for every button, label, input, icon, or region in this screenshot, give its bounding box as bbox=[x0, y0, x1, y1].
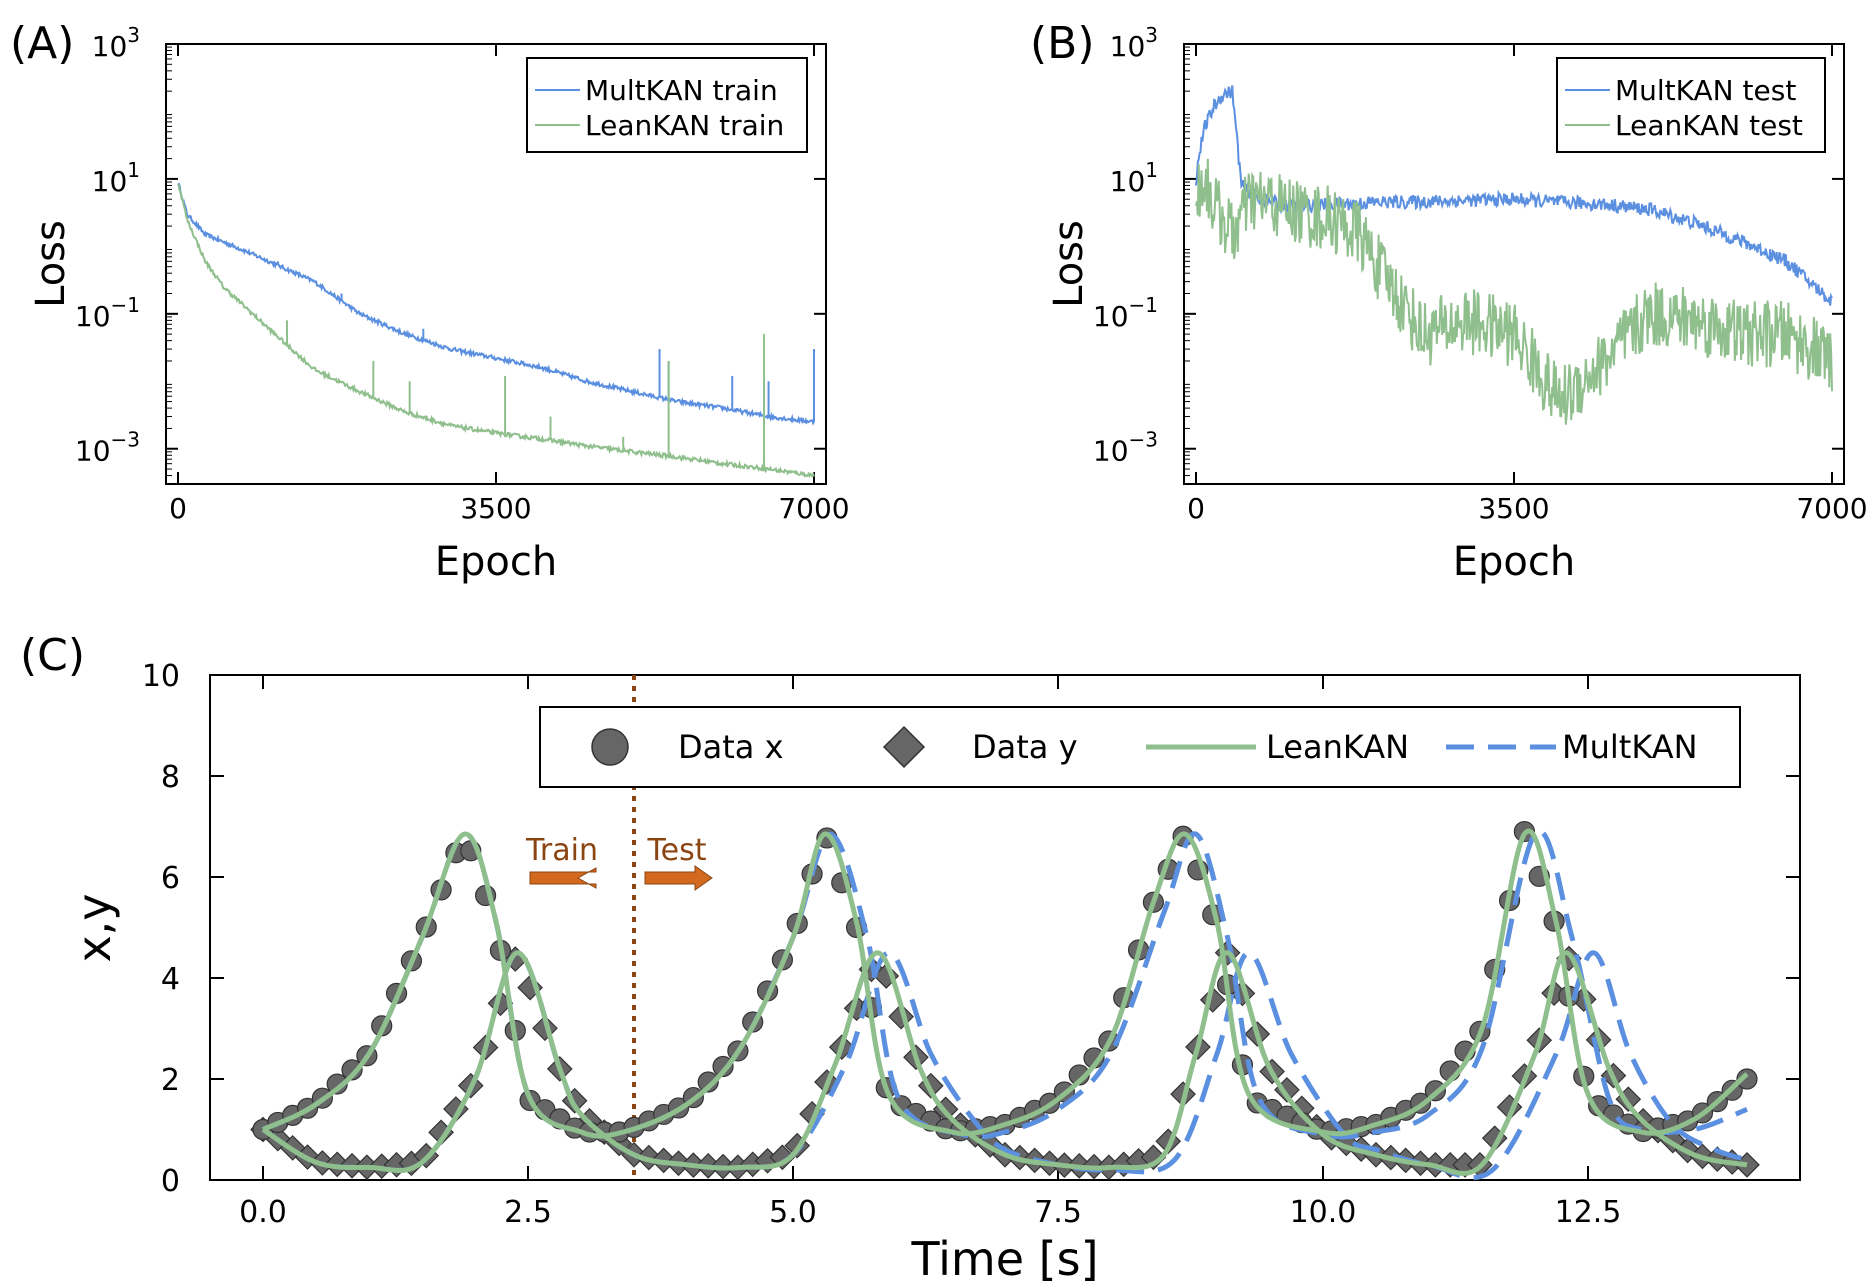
panel-a-ytick-sup: −1 bbox=[111, 293, 140, 317]
panel-b-series bbox=[1195, 85, 1833, 425]
panel-a-ytick-base: 10 bbox=[75, 300, 111, 333]
panel-a-ytick-label: 101 bbox=[92, 158, 140, 198]
panel-c-ytick-label: 10 bbox=[142, 659, 180, 694]
panel-c-ytick-label: 2 bbox=[161, 1063, 180, 1098]
panel-a-ylabel: Loss bbox=[28, 220, 74, 308]
panel-a-series bbox=[177, 182, 815, 479]
panel-b-legend: MultKAN test LeanKAN test bbox=[1556, 57, 1826, 153]
legend-leankan: LeanKAN bbox=[1266, 728, 1409, 766]
panel-b-legend-leankan: LeanKAN test bbox=[1615, 109, 1803, 142]
panel-c-ticks: 0.0 2.5 5.0 7.5 10.0 12.5 0 2 4 6 8 10 bbox=[142, 659, 1800, 1230]
panel-a-ytick-base: 10 bbox=[75, 435, 111, 468]
test-label: Test bbox=[646, 833, 706, 868]
panel-a-ytick-sup: −3 bbox=[111, 428, 140, 452]
test-arrow bbox=[644, 865, 713, 891]
panel-b-ytick-sup: 3 bbox=[1145, 23, 1158, 47]
panel-b-ytick-label: 10−1 bbox=[1093, 293, 1158, 333]
panel-c-xtick-label: 10.0 bbox=[1290, 1195, 1357, 1230]
panel-b-legend-multkan: MultKAN test bbox=[1615, 74, 1796, 107]
data-x-point bbox=[697, 1071, 719, 1093]
legend-data-y-marker bbox=[882, 725, 926, 769]
data-x-point bbox=[1736, 1068, 1758, 1090]
panel-c-ytick-label: 8 bbox=[161, 760, 180, 795]
panel-c-legend: Data x Data y LeanKAN MultKAN bbox=[539, 706, 1741, 788]
panel-c-xtick-label: 0.0 bbox=[239, 1195, 287, 1230]
panel-c-xtick-label: 12.5 bbox=[1555, 1195, 1622, 1230]
panel-b-ytick-base: 10 bbox=[1110, 165, 1146, 198]
panel-b-ytick-sup: −3 bbox=[1129, 428, 1158, 452]
legend-multkan: MultKAN bbox=[1562, 728, 1698, 766]
panel-c-ytick-label: 6 bbox=[161, 861, 180, 896]
panel-b-xtick-label: 0 bbox=[1187, 492, 1205, 525]
panel-a-ytick-sup: 3 bbox=[127, 23, 140, 47]
panel-c-ylabel: x,y bbox=[67, 893, 121, 962]
data-y-point bbox=[1140, 1144, 1167, 1171]
panel-c-ytick-label: 4 bbox=[161, 962, 180, 997]
panel-a-xlabel: Epoch bbox=[435, 539, 557, 585]
train-arrow bbox=[529, 867, 597, 889]
panel-c-xlabel: Time [s] bbox=[910, 1232, 1098, 1286]
panel-a-ytick-base: 10 bbox=[92, 30, 128, 63]
panel-b-ytick-label: 101 bbox=[1110, 158, 1158, 198]
panel-a-legend-leankan: LeanKAN train bbox=[585, 109, 784, 142]
panel-b-ytick-label: 103 bbox=[1110, 23, 1158, 63]
panel-b-ylabel: Loss bbox=[1046, 220, 1092, 308]
panel-a-line-leankan bbox=[177, 183, 815, 479]
legend-data-x: Data x bbox=[678, 728, 784, 766]
panel-a-ytick-label: 10−3 bbox=[75, 428, 140, 468]
panel-b-legend-box bbox=[1556, 57, 1826, 153]
panel-c-chart: 0.0 2.5 5.0 7.5 10.0 12.5 0 2 4 6 8 10 Time [s] x,y… bbox=[67, 659, 1801, 1286]
panel-label-c: (C) bbox=[20, 630, 85, 681]
panel-a-legend: MultKAN train LeanKAN train bbox=[526, 57, 808, 153]
panel-b-line-leankan bbox=[1195, 158, 1833, 425]
panel-a-xtick-label: 0 bbox=[169, 492, 187, 525]
panel-b-xtick-label: 3500 bbox=[1478, 492, 1549, 525]
panel-label-b: (B) bbox=[1030, 18, 1095, 69]
panel-c-ytick-label: 0 bbox=[161, 1164, 180, 1199]
panel-c-xtick-label: 7.5 bbox=[1034, 1195, 1082, 1230]
panel-a-xtick-label: 3500 bbox=[460, 492, 531, 525]
panel-a-legend-box bbox=[526, 57, 808, 153]
panel-b-ytick-sup: 1 bbox=[1145, 158, 1158, 182]
panel-b-ytick-base: 10 bbox=[1093, 435, 1129, 468]
panel-a-ytick-sup: 1 bbox=[127, 158, 140, 182]
legend-data-x-marker bbox=[591, 728, 629, 766]
panel-b-xtick-label: 7000 bbox=[1796, 492, 1867, 525]
panel-a-ytick-label: 10−1 bbox=[75, 293, 140, 333]
panel-c-series bbox=[250, 675, 1760, 1181]
panel-a-ytick-label: 103 bbox=[92, 23, 140, 63]
legend-data-y: Data y bbox=[972, 728, 1078, 766]
panel-c-frame bbox=[209, 674, 1801, 1181]
panel-b-ytick-base: 10 bbox=[1110, 30, 1146, 63]
panel-b-ytick-label: 10−3 bbox=[1093, 428, 1158, 468]
panel-a-legend-multkan: MultKAN train bbox=[585, 74, 778, 107]
leankan-y-line bbox=[261, 950, 1748, 1176]
panel-a-xtick-label: 7000 bbox=[778, 492, 849, 525]
panel-c-xtick-label: 5.0 bbox=[769, 1195, 817, 1230]
panel-b-ytick-base: 10 bbox=[1093, 300, 1129, 333]
panel-b-ytick-sup: −1 bbox=[1129, 293, 1158, 317]
panel-c-xtick-label: 2.5 bbox=[504, 1195, 552, 1230]
train-label: Train bbox=[525, 833, 598, 868]
data-x-point bbox=[341, 1059, 363, 1081]
panel-a-ytick-base: 10 bbox=[92, 165, 128, 198]
leankan-x-line bbox=[261, 828, 1749, 1139]
panel-a-line-multkan bbox=[177, 182, 815, 426]
data-x-point bbox=[326, 1073, 348, 1095]
panel-b-xlabel: Epoch bbox=[1453, 539, 1575, 585]
data-x-point bbox=[712, 1055, 734, 1078]
panel-label-a: (A) bbox=[10, 18, 74, 69]
